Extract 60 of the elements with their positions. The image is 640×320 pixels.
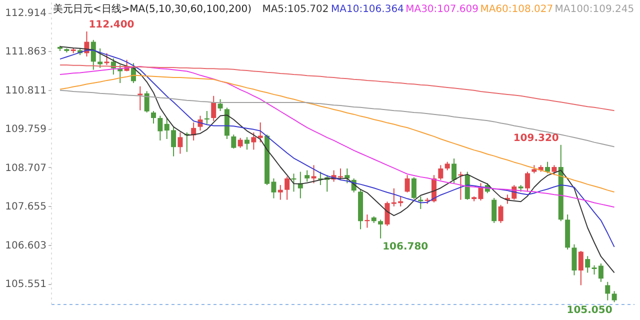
candlestick	[284, 176, 290, 200]
y-tick-label: 105.551	[5, 279, 46, 290]
y-tick-label: 107.655	[5, 202, 46, 213]
candlestick	[231, 134, 236, 150]
annotation: 112.400	[88, 19, 134, 30]
candlestick	[98, 48, 103, 68]
candlestick	[452, 158, 457, 184]
y-tick-label: 110.811	[5, 85, 46, 96]
candlestick	[304, 170, 310, 182]
candlestick	[104, 52, 110, 66]
annotation: 106.780	[382, 241, 428, 252]
text: MA30:107.609	[406, 4, 479, 15]
candlestick	[158, 115, 163, 141]
candlestick	[578, 250, 584, 286]
candlestick	[238, 137, 243, 148]
candlestick	[498, 204, 504, 224]
candlestick	[144, 90, 150, 113]
text: MA100:109.245	[554, 4, 634, 15]
y-tick-label: 108.707	[5, 162, 46, 174]
candlestick	[291, 173, 296, 192]
text: MA60:108.027	[480, 4, 554, 15]
annotation: 109.320	[513, 132, 559, 144]
text: MA10:106.364	[331, 4, 404, 15]
candlestick	[218, 98, 223, 112]
y-tick-label: 112.914	[5, 8, 46, 20]
candlestick	[492, 197, 497, 224]
candlestick	[404, 174, 410, 193]
y-tick-label: 109.759	[5, 124, 46, 136]
candlestick	[278, 184, 283, 200]
candlestick	[138, 86, 143, 111]
candlestick	[90, 39, 96, 70]
line-series	[60, 90, 615, 148]
candlestick	[545, 161, 550, 174]
text: MA5:105.702	[262, 4, 329, 15]
chart-subtitle: MA(5,10,30,60,100,200)	[130, 4, 252, 15]
candlestick	[211, 95, 216, 122]
candlestick	[612, 290, 617, 303]
candlestick	[178, 132, 183, 154]
candlestick	[572, 244, 577, 276]
y-tick-label: 106.603	[5, 240, 46, 252]
candlestick	[151, 110, 156, 124]
candlestick	[464, 171, 470, 200]
chart-title: 美元日元<日线>	[53, 3, 130, 15]
candlestick	[258, 122, 263, 143]
candlestick	[364, 214, 370, 228]
candlestick	[311, 164, 316, 184]
candlestick	[411, 176, 416, 200]
candlestick	[244, 136, 250, 150]
candlestick	[585, 256, 590, 274]
candlestick	[204, 110, 210, 124]
y-tick-label: 111.863	[5, 46, 46, 58]
candlestick	[605, 281, 610, 301]
candlestick	[344, 168, 350, 184]
candlestick	[251, 132, 256, 150]
candlestick	[524, 171, 530, 192]
candlestick	[384, 201, 390, 226]
candlestick	[552, 164, 557, 176]
candlestick	[438, 164, 444, 180]
candlestick	[378, 219, 384, 239]
text: 105.050	[566, 305, 612, 316]
